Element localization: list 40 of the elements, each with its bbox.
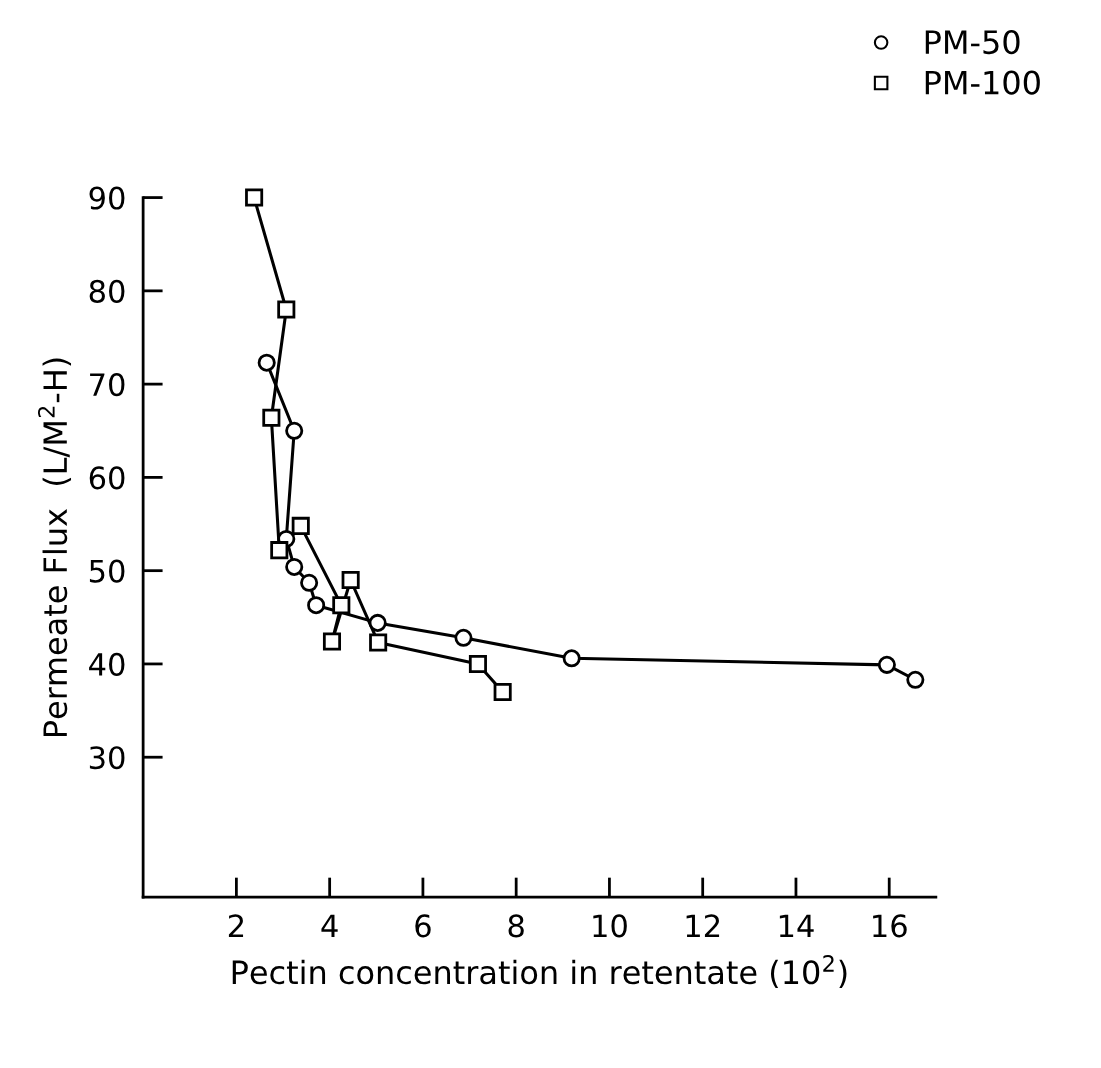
point bbox=[454, 628, 473, 647]
x-tick-label: 2 bbox=[228, 914, 244, 937]
point bbox=[322, 632, 342, 651]
point bbox=[877, 655, 896, 674]
point bbox=[906, 670, 925, 689]
x-tick-label: 16 bbox=[873, 914, 907, 938]
point bbox=[300, 573, 319, 592]
y-axis-title: Permeate Flux (L/M$^{2}$-H) bbox=[37, 358, 72, 737]
point bbox=[307, 596, 326, 615]
y-tick-label: 40 bbox=[89, 652, 125, 676]
x-tick-label: 12 bbox=[686, 914, 720, 937]
x-axis-title: Pectin concentration in retentate (10$^{2}$) bbox=[232, 955, 847, 989]
legend-label: PM-100 bbox=[925, 70, 1040, 95]
x-tick-label: 10 bbox=[593, 914, 627, 938]
point bbox=[285, 557, 304, 576]
point bbox=[369, 633, 388, 652]
point bbox=[368, 613, 387, 632]
point bbox=[285, 421, 304, 440]
point bbox=[341, 570, 360, 590]
point bbox=[493, 682, 512, 701]
x-tick-label: 4 bbox=[321, 914, 338, 937]
point bbox=[262, 408, 281, 427]
point bbox=[332, 596, 351, 615]
point bbox=[468, 654, 487, 673]
y-tick-label: 70 bbox=[90, 373, 125, 397]
y-tick-label: 90 bbox=[89, 186, 125, 210]
point bbox=[291, 516, 310, 535]
point bbox=[245, 188, 264, 207]
y-tick-label: 60 bbox=[89, 466, 125, 490]
point bbox=[257, 353, 276, 372]
y-tick-label: 50 bbox=[89, 559, 125, 583]
point bbox=[277, 300, 296, 319]
x-tick-label: 8 bbox=[508, 914, 524, 938]
point bbox=[562, 649, 581, 668]
y-tick-label: 80 bbox=[89, 279, 125, 303]
x-tick-label: 14 bbox=[779, 914, 814, 937]
point bbox=[270, 541, 289, 560]
y-tick-label: 30 bbox=[89, 746, 125, 770]
x-tick-label: 6 bbox=[415, 914, 431, 938]
legend-label: PM-50 bbox=[925, 30, 1020, 55]
